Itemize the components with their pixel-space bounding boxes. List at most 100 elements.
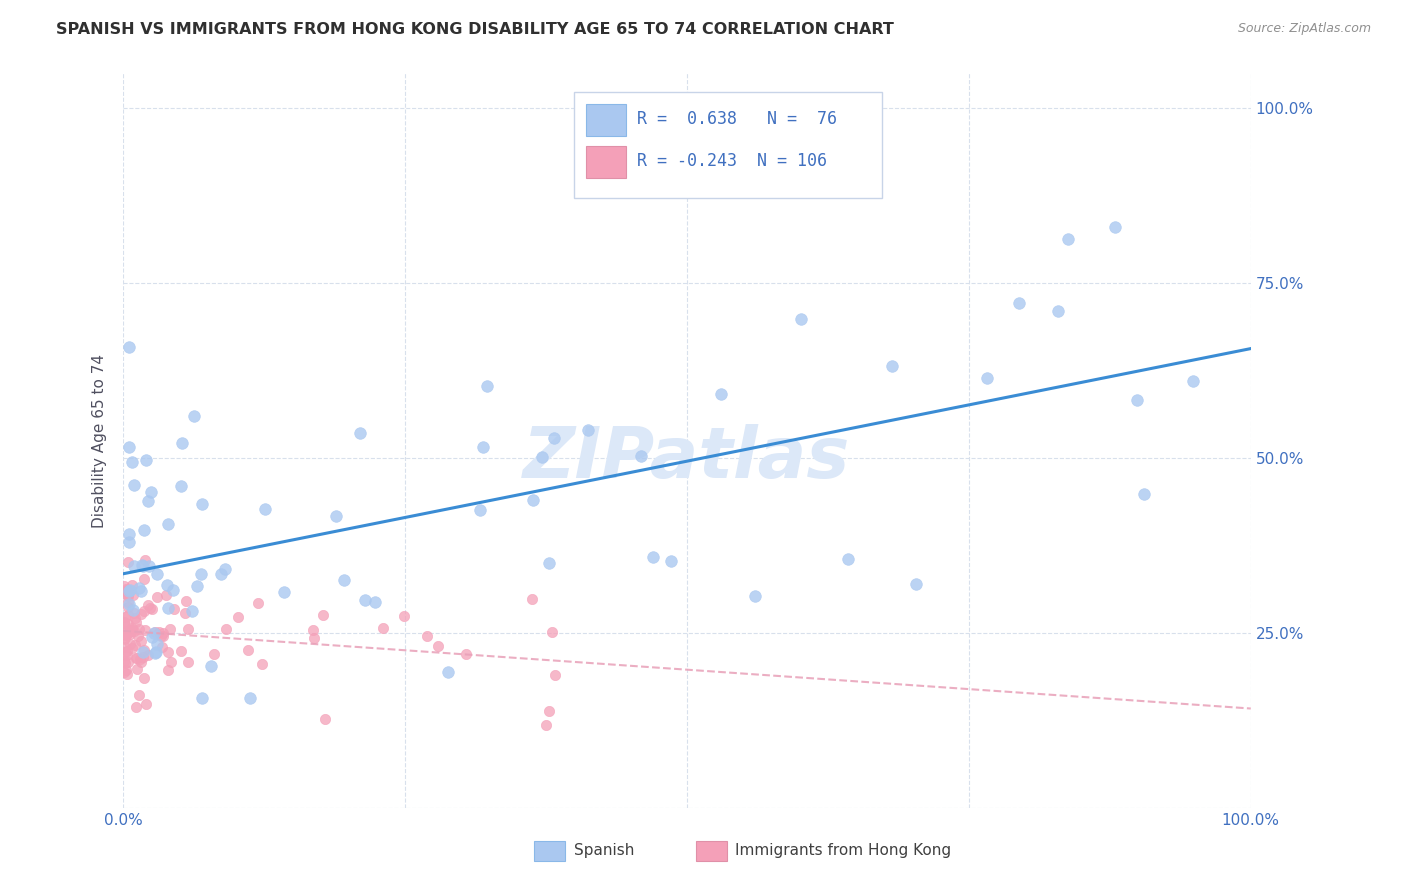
Point (472, 440, 495, 454)
Point (146, 591, 169, 605)
Point (114, 640, 136, 655)
Point (141, 602, 163, 616)
Point (630, 449, 652, 463)
Point (117, 667, 139, 681)
Point (121, 454, 143, 468)
Point (200, 658, 222, 673)
Point (157, 663, 180, 677)
Point (118, 627, 141, 641)
Point (112, 665, 135, 680)
Y-axis label: Disability Age 65 to 74: Disability Age 65 to 74 (93, 353, 107, 527)
Point (122, 478, 145, 492)
Point (1133, 487, 1156, 501)
Point (121, 623, 143, 637)
Point (538, 704, 561, 718)
Point (349, 425, 371, 440)
Point (132, 604, 155, 618)
Text: SPANISH VS IMMIGRANTS FROM HONG KONG DISABILITY AGE 65 TO 74 CORRELATION CHART: SPANISH VS IMMIGRANTS FROM HONG KONG DIS… (56, 22, 894, 37)
Point (129, 584, 152, 599)
Point (121, 603, 143, 617)
Point (134, 623, 156, 637)
Point (789, 311, 811, 326)
Point (145, 637, 167, 651)
Point (132, 572, 155, 586)
Point (118, 441, 141, 455)
Point (156, 578, 179, 592)
Point (576, 423, 599, 437)
Point (139, 601, 162, 615)
Point (117, 582, 139, 597)
Point (364, 595, 387, 609)
Point (124, 638, 146, 652)
Point (125, 700, 148, 714)
Point (156, 600, 179, 615)
Text: ZIPatlas: ZIPatlas (523, 424, 851, 492)
Point (302, 631, 325, 645)
Point (121, 621, 143, 635)
Point (186, 579, 208, 593)
Point (215, 622, 238, 636)
Point (114, 656, 136, 670)
Point (427, 639, 450, 653)
Point (543, 431, 565, 445)
Point (659, 554, 682, 568)
Point (314, 712, 336, 726)
Point (128, 581, 150, 595)
Point (125, 615, 148, 629)
Point (132, 559, 155, 574)
Point (114, 624, 136, 638)
Point (538, 556, 561, 570)
Point (141, 630, 163, 644)
Point (273, 585, 295, 599)
Point (837, 552, 859, 566)
Point (531, 450, 554, 464)
Point (127, 650, 149, 665)
Point (145, 645, 167, 659)
Point (325, 508, 347, 523)
Point (135, 697, 157, 711)
Point (117, 655, 139, 669)
Point (112, 626, 135, 640)
Point (124, 611, 146, 625)
Point (114, 628, 136, 642)
Point (136, 494, 159, 508)
Point (118, 584, 141, 599)
Point (121, 641, 143, 656)
Point (456, 648, 478, 662)
Point (252, 657, 274, 671)
Point (162, 583, 184, 598)
Point (114, 645, 136, 659)
Point (160, 655, 183, 669)
Point (138, 559, 160, 574)
Point (132, 645, 155, 659)
Point (117, 587, 139, 601)
Text: R =  0.638   N =  76: R = 0.638 N = 76 (637, 110, 837, 128)
Point (470, 503, 492, 517)
Point (115, 643, 138, 657)
Point (117, 617, 139, 632)
Point (254, 501, 277, 516)
Point (880, 359, 903, 373)
Point (131, 558, 153, 572)
Point (118, 535, 141, 549)
Point (544, 668, 567, 682)
Point (744, 589, 766, 603)
Point (394, 608, 416, 623)
Point (135, 453, 157, 467)
Point (118, 624, 141, 639)
Point (177, 622, 200, 636)
Point (129, 652, 152, 666)
Point (120, 624, 142, 639)
Point (150, 629, 173, 643)
Point (1007, 295, 1029, 310)
Point (152, 629, 174, 643)
Point (115, 648, 138, 663)
Point (247, 597, 270, 611)
Point (177, 655, 200, 669)
Point (156, 645, 179, 659)
Point (239, 691, 262, 706)
Point (152, 625, 174, 640)
Point (129, 607, 152, 621)
Point (128, 622, 150, 636)
Point (112, 579, 135, 593)
